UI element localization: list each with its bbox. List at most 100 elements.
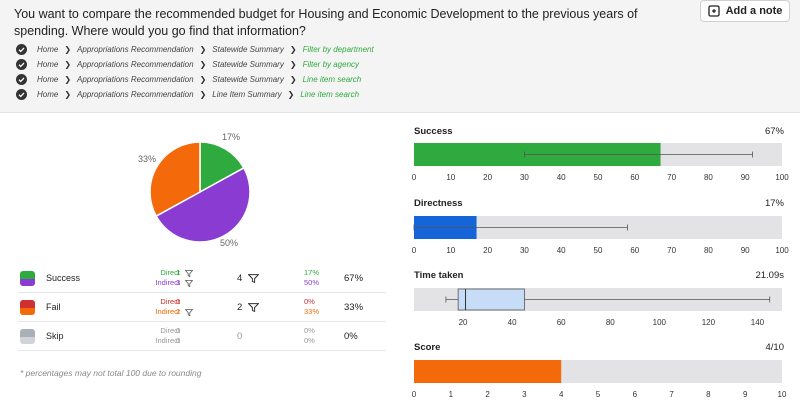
breadcrumb-item: Appropriations Recommendation: [77, 60, 194, 69]
score-value: 4/10: [765, 342, 785, 353]
chevron-right-icon: ❯: [64, 90, 72, 99]
check-circle-icon: [16, 89, 27, 100]
breadcrumb-item: Home: [37, 75, 59, 84]
axis-tick-label: 1: [449, 390, 454, 399]
result-color-swatch: [20, 329, 35, 344]
success-metric: Success 67% 0 10 20 30 40 50 60 70 80 90 100: [412, 126, 789, 186]
indirect-label: Indirect: [155, 278, 180, 287]
axis-tick-label: 80: [704, 173, 713, 182]
axis-tick-label: 80: [606, 318, 615, 327]
add-note-button[interactable]: Add a note: [700, 0, 790, 22]
breadcrumb-item: Appropriations Recommendation: [77, 45, 194, 54]
direct-count: 0: [176, 297, 181, 306]
expected-paths: Home ❯ Appropriations Recommendation ❯ State…: [16, 42, 380, 102]
direct-label: Direct: [160, 326, 180, 335]
task-header: You want to compare the recommended budg…: [0, 0, 800, 112]
axis-tick-label: 6: [633, 390, 638, 399]
chevron-right-icon: ❯: [64, 45, 72, 54]
direct-count: 1: [176, 268, 181, 277]
axis-tick-label: 60: [630, 173, 639, 182]
direct-label: Direct: [160, 268, 180, 277]
time-taken-value: 21.09s: [755, 270, 784, 281]
pie-slice: [199, 141, 245, 194]
note-icon: [707, 5, 720, 17]
filter-icon[interactable]: [184, 269, 194, 278]
expected-path-row: Home ❯ Appropriations Recommendation ❯ Line …: [16, 87, 380, 102]
axis-tick-label: 100: [775, 173, 789, 182]
axis-tick-label: 4: [559, 390, 564, 399]
axis-tick-label: 40: [508, 318, 517, 327]
axis-tick-label: 0: [412, 246, 417, 255]
chevron-right-icon: ❯: [289, 45, 297, 54]
axis-tick-label: 7: [669, 390, 674, 399]
task-question: You want to compare the recommended budg…: [14, 7, 638, 38]
indirect-percent: 0%: [304, 336, 315, 345]
pie-slice: [155, 166, 251, 243]
axis-tick-label: 20: [483, 173, 492, 182]
axis-tick-label: 100: [775, 246, 789, 255]
result-percent: 67%: [344, 273, 364, 284]
axis-tick-label: 50: [594, 246, 603, 255]
pie-slice-label: 50%: [220, 238, 238, 248]
filter-icon[interactable]: [247, 303, 260, 313]
pie-slice: [149, 141, 201, 218]
pie-slice-label: 17%: [222, 132, 240, 142]
breadcrumb-item: Statewide Summary: [212, 60, 284, 69]
result-row-skip: Skip Direct Indirect 0 0 0 0% 0% 0%: [18, 322, 386, 351]
axis-tick-label: 30: [520, 246, 529, 255]
axis-tick-label: 120: [702, 318, 716, 327]
add-note-label: Add a note: [725, 5, 783, 17]
axis-tick-label: 90: [741, 173, 750, 182]
time-taken-title: Time taken: [414, 270, 464, 281]
direct-label: Direct: [160, 297, 180, 306]
chevron-right-icon: ❯: [199, 60, 207, 69]
filter-icon[interactable]: [184, 279, 194, 288]
time-taken-metric: Time taken 21.09s 20 40 60 80 100 120 140: [414, 270, 784, 330]
filter-icon[interactable]: [247, 274, 260, 284]
axis-tick-label: 20: [483, 246, 492, 255]
chevron-right-icon: ❯: [289, 75, 297, 84]
axis-tick-label: 70: [667, 246, 676, 255]
directness-title: Directness: [414, 198, 463, 209]
result-row-success: Success Direct Indirect 1 3 4 17% 50% 67%: [18, 264, 386, 293]
rounding-footnote: * percentages may not total 100 due to r…: [20, 368, 202, 378]
result-percent: 0%: [344, 331, 358, 342]
axis-tick-label: 80: [704, 246, 713, 255]
results-table: Success Direct Indirect 1 3 4 17% 50% 67% Fail Dir…: [18, 264, 386, 351]
result-name: Skip: [46, 331, 64, 341]
indirect-count: 3: [176, 278, 181, 287]
breadcrumb-item: Statewide Summary: [212, 75, 284, 84]
indirect-label: Indirect: [155, 336, 180, 345]
axis-tick-label: 100: [653, 318, 667, 327]
breadcrumb-item: Home: [37, 60, 59, 69]
axis-tick-label: 90: [741, 246, 750, 255]
axis-tick-label: 140: [751, 318, 765, 327]
chevron-right-icon: ❯: [287, 90, 295, 99]
result-total: 2: [237, 302, 243, 313]
axis-tick-label: 10: [778, 390, 787, 399]
axis-tick-label: 9: [743, 390, 748, 399]
indirect-count: 0: [176, 336, 181, 345]
directness-metric: Directness 17% 0 10 20 30 40 50 60 70 80 90 100: [412, 198, 789, 258]
breadcrumb-item: Line Item Summary: [212, 90, 282, 99]
chevron-right-icon: ❯: [199, 75, 207, 84]
chevron-right-icon: ❯: [199, 45, 207, 54]
filter-icon[interactable]: [184, 308, 194, 317]
breadcrumb-item: Statewide Summary: [212, 45, 284, 54]
chevron-right-icon: ❯: [289, 60, 297, 69]
chevron-right-icon: ❯: [64, 60, 72, 69]
indirect-label: Indirect: [155, 307, 180, 316]
results-pie-chart: 17% 50% 33%: [130, 128, 270, 260]
result-name: Success: [46, 273, 81, 283]
result-color-swatch: [20, 271, 35, 286]
axis-tick-label: 30: [520, 173, 529, 182]
breadcrumb-item: Line item search: [302, 75, 362, 84]
direct-percent: 0%: [304, 326, 315, 335]
directness-value: 17%: [764, 198, 784, 209]
axis-tick-label: 60: [630, 246, 639, 255]
expected-path-row: Home ❯ Appropriations Recommendation ❯ State…: [16, 57, 380, 72]
breadcrumb-item: Line item search: [300, 90, 360, 99]
axis-tick-label: 40: [557, 173, 566, 182]
axis-tick-label: 10: [446, 246, 455, 255]
axis-tick-label: 70: [667, 173, 676, 182]
